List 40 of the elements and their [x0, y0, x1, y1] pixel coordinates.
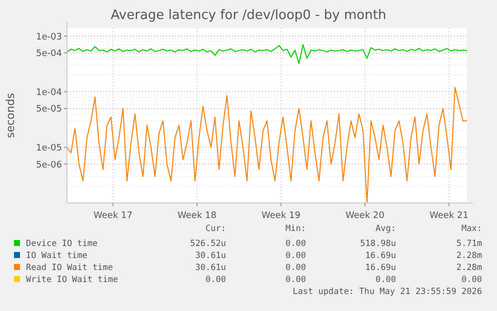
legend-label: Read IO Wait time: [26, 263, 113, 273]
text: Cur:: [206, 224, 226, 234]
text: 0.00: [462, 275, 482, 285]
text: 16.69u: [365, 263, 396, 273]
text: 518.98u: [360, 239, 396, 249]
x-tick-label: Week 18: [178, 211, 217, 221]
text: 30.61u: [195, 263, 226, 273]
text: 0.00: [286, 275, 306, 285]
chart-title: Average latency for /dev/loop0 - by month: [110, 8, 386, 23]
y-tick-label: 1e-04: [36, 88, 62, 98]
text: 30.61u: [195, 251, 226, 261]
text: 0.00: [206, 275, 226, 285]
y-tick-label: 5e-05: [36, 104, 62, 115]
text: Last update: Thu May 21 23:55:59 2026: [292, 287, 482, 297]
text: 526.52u: [190, 239, 226, 249]
line-series: [66, 44, 468, 64]
text: 0.00: [286, 251, 306, 261]
text: 0.00: [286, 239, 306, 249]
y-tick-label: 1e-03: [36, 32, 62, 42]
y-tick-label: 5e-06: [36, 160, 62, 170]
text: Max:: [462, 224, 482, 234]
legend-label: Device IO time: [26, 239, 98, 249]
text: 5.71m: [456, 239, 482, 249]
text: Avg:: [376, 224, 396, 234]
text: Min:: [286, 224, 306, 234]
x-tick-label: Week 21: [430, 211, 468, 221]
text: 2.28m: [456, 263, 482, 273]
x-tick-label: Week 20: [346, 211, 385, 221]
text: 0.00: [286, 263, 306, 273]
x-tick-label: Week 19: [262, 211, 301, 221]
line-series: [66, 86, 468, 204]
legend-label: Write IO Wait time: [26, 275, 118, 285]
y-axis-title: seconds: [4, 92, 17, 138]
text: 2.28m: [456, 251, 482, 261]
y-tick-label: 5e-04: [36, 49, 62, 60]
text: 0.00: [376, 275, 396, 285]
legend-label: IO Wait time: [26, 251, 88, 261]
text: 16.69u: [365, 251, 396, 261]
x-tick-label: Week 17: [94, 211, 132, 221]
y-tick-label: 1e-05: [36, 144, 62, 154]
